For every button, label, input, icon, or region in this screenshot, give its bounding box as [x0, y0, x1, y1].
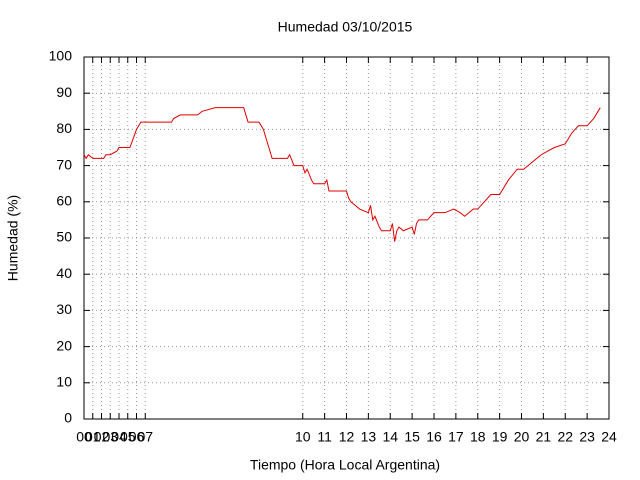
y-tick-label: 50 [56, 229, 72, 245]
chart-title: Humedad 03/10/2015 [278, 19, 413, 35]
y-tick-label: 0 [64, 410, 72, 426]
x-tick-label: 10 [295, 429, 311, 445]
x-axis-label: Tiempo (Hora Local Argentina) [250, 457, 440, 473]
y-tick-label: 20 [56, 337, 72, 353]
x-tick-label: 19 [492, 429, 508, 445]
y-tick-label: 80 [56, 120, 72, 136]
y-tick-label: 60 [56, 193, 72, 209]
x-tick-label: 03 [102, 429, 118, 445]
y-tick-label: 90 [56, 84, 72, 100]
x-tick-label: 15 [404, 429, 420, 445]
x-tick-label: 12 [339, 429, 355, 445]
y-tick-label: 70 [56, 156, 72, 172]
x-tick-label: 13 [361, 429, 377, 445]
x-tick-label: 07 [137, 429, 153, 445]
x-tick-label: 20 [514, 429, 530, 445]
data-line [83, 107, 601, 242]
y-tick-label: 40 [56, 265, 72, 281]
y-tick-label: 30 [56, 301, 72, 317]
x-tick-label: 02 [94, 429, 110, 445]
x-tick-label: 01 [85, 429, 101, 445]
x-tick-label: 18 [470, 429, 486, 445]
x-tick-label: 04 [111, 429, 127, 445]
x-tick-label: 24 [601, 429, 617, 445]
x-tick-label: 11 [317, 429, 332, 445]
x-tick-label: 14 [382, 429, 398, 445]
y-axis-label: Humedad (%) [5, 195, 21, 281]
x-tick-label: 21 [536, 429, 552, 445]
plot-frame [83, 56, 610, 420]
x-tick-label: 06 [129, 429, 145, 445]
x-tick-label: 16 [426, 429, 442, 445]
y-tick-label: 10 [56, 374, 72, 390]
y-tick-label: 100 [49, 48, 73, 64]
x-tick-label: 05 [120, 429, 136, 445]
x-tick-label: 22 [557, 429, 573, 445]
x-tick-label: 23 [579, 429, 595, 445]
x-tick-label: 17 [448, 429, 464, 445]
x-tick-label: 00 [76, 429, 92, 445]
